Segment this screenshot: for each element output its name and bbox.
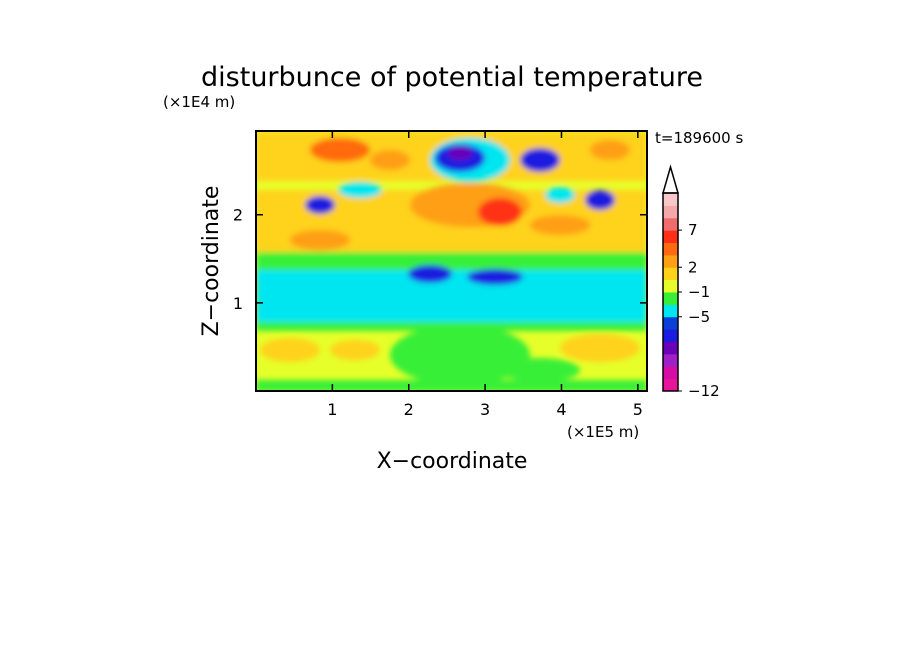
blob-low-orange-left bbox=[260, 338, 320, 362]
x-axis: 1 2 3 4 5 bbox=[327, 131, 643, 419]
blob-cyan-right bbox=[545, 187, 575, 203]
band-upper-green bbox=[256, 250, 647, 270]
time-label: t=189600 s bbox=[655, 129, 743, 147]
colorbar-swatch bbox=[663, 353, 678, 367]
y-scale-label: (×1E4 m) bbox=[163, 93, 235, 111]
colorbar-swatch bbox=[663, 329, 678, 342]
plot-frame bbox=[255, 130, 648, 392]
colorbar: 7 2 −1 −5 −12 bbox=[662, 164, 720, 400]
colorbar-swatch bbox=[663, 304, 678, 318]
x-axis-label: X−coordinate bbox=[377, 449, 528, 474]
contour-field bbox=[256, 131, 647, 391]
y-tick-label: 1 bbox=[233, 294, 243, 313]
x-scale-label: (×1E5 m) bbox=[567, 423, 639, 441]
y-tick-label: 2 bbox=[233, 206, 243, 225]
colorbar-extend-arrow bbox=[662, 164, 679, 194]
blob-low-green-center bbox=[390, 325, 530, 385]
colorbar-tick-label: 7 bbox=[688, 221, 698, 239]
blob-cold-band-left bbox=[408, 265, 452, 283]
colorbar-swatch bbox=[663, 316, 678, 330]
blob-cold-band-right bbox=[467, 269, 523, 285]
colorbar-swatch bbox=[663, 242, 678, 256]
chart-title: disturbunce of potential temperature bbox=[201, 62, 703, 93]
blob-low-orange-right bbox=[560, 334, 640, 362]
x-tick-label: 3 bbox=[480, 400, 490, 419]
colorbar-tick-label: −5 bbox=[688, 308, 710, 326]
colorbar-tick-label: −1 bbox=[688, 283, 710, 301]
y-axis-label: Z−coordinate bbox=[199, 186, 224, 337]
colorbar-tick-label: −12 bbox=[688, 382, 720, 400]
x-tick-label: 1 bbox=[327, 400, 337, 419]
colorbar-swatch bbox=[663, 341, 678, 355]
colorbar-swatch bbox=[663, 279, 678, 293]
x-tick-label: 4 bbox=[556, 400, 566, 419]
blob-top-orange-left bbox=[370, 150, 410, 170]
x-tick-label: 5 bbox=[633, 400, 643, 419]
colorbar-swatch bbox=[663, 193, 678, 206]
x-tick-label: 2 bbox=[404, 400, 414, 419]
blob-warm-core bbox=[478, 198, 522, 226]
band-bottom-green bbox=[256, 380, 647, 391]
colorbar-swatch bbox=[663, 205, 678, 219]
colorbar-swatch bbox=[663, 230, 678, 243]
blob-top-coldest bbox=[448, 146, 472, 160]
colorbar-swatch bbox=[663, 366, 678, 380]
blob-cyan-left bbox=[338, 182, 382, 198]
band-cyan bbox=[256, 268, 647, 322]
blob-low-green-right bbox=[500, 358, 580, 382]
blob-orange-left bbox=[290, 230, 350, 250]
blob-top-orange-right bbox=[590, 140, 630, 160]
colorbar-tick-label: 2 bbox=[688, 258, 698, 276]
blob-orange-right bbox=[530, 215, 590, 235]
colorbar-swatch bbox=[663, 292, 678, 305]
colorbar-swatch bbox=[663, 217, 678, 231]
blob-top-warm-left bbox=[310, 138, 370, 162]
y-axis: 12 bbox=[233, 206, 647, 313]
blob-cold-left bbox=[305, 196, 335, 214]
colorbar-swatch bbox=[663, 378, 678, 392]
colorbar-swatch bbox=[663, 267, 678, 281]
blob-cold-right bbox=[585, 190, 615, 210]
blob-top-cold-right bbox=[520, 148, 560, 172]
colorbar-swatch bbox=[663, 254, 678, 268]
blob-low-orange-mid bbox=[330, 340, 380, 360]
